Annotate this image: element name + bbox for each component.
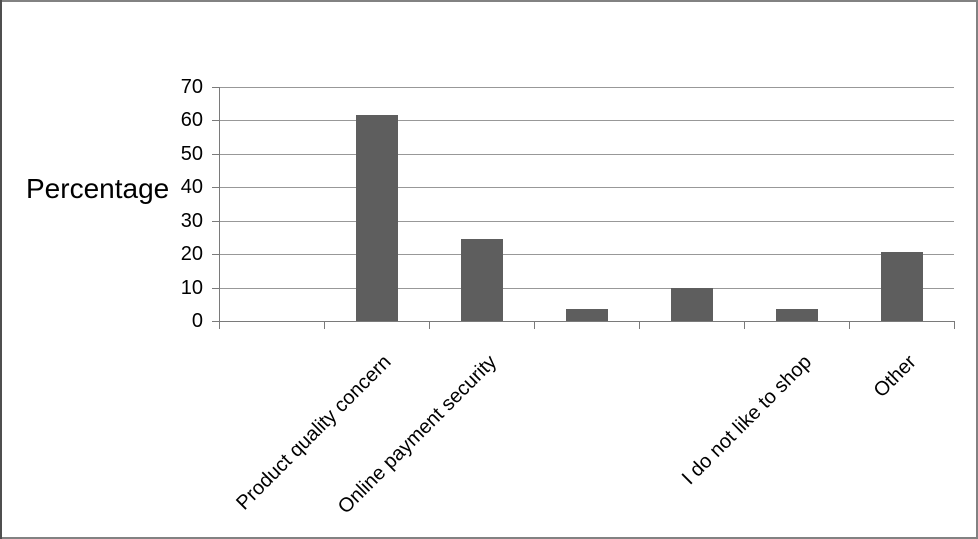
y-tick-mark-50 <box>212 153 219 155</box>
bar-empty <box>671 288 713 321</box>
gridline-y-70 <box>219 87 954 88</box>
y-tick-label-0: 0 <box>191 310 203 332</box>
gridline-y-20 <box>219 254 954 256</box>
x-axis-label-other: Other <box>870 351 922 402</box>
frame-border-right <box>976 0 978 539</box>
gridline-y-40 <box>219 187 954 189</box>
x-axis-label-i-do-not-like-to-shop: I do not like to shop <box>677 351 817 490</box>
y-tick-mark-40 <box>212 187 219 189</box>
x-tick-mark-2 <box>429 322 430 329</box>
y-tick-mark-60 <box>212 120 219 122</box>
gridline-y-10 <box>219 287 954 289</box>
bar-i-do-not-like-to-shop <box>776 309 818 321</box>
y-tick-mark-30 <box>212 220 219 222</box>
y-axis-title: Percentage <box>26 173 170 204</box>
y-tick-label-10: 10 <box>180 276 203 299</box>
y-tick-mark-0 <box>212 321 219 322</box>
y-tick-mark-20 <box>212 254 219 256</box>
y-tick-label-20: 20 <box>180 243 203 266</box>
x-axis-line <box>219 321 955 322</box>
x-tick-mark-4 <box>639 322 640 329</box>
x-tick-mark-0 <box>219 322 220 329</box>
bar-online-payment-security <box>461 239 503 321</box>
x-tick-mark-1 <box>324 322 325 329</box>
bar-empty <box>566 309 608 321</box>
x-tick-mark-3 <box>534 322 535 329</box>
y-tick-label-40: 40 <box>180 176 203 199</box>
x-tick-mark-7 <box>954 322 955 329</box>
gridline-y-50 <box>219 153 954 155</box>
x-tick-mark-5 <box>744 322 745 329</box>
y-tick-label-70: 70 <box>180 76 203 98</box>
y-tick-label-30: 30 <box>180 209 203 232</box>
y-tick-mark-70 <box>212 87 219 88</box>
gridline-y-60 <box>219 120 954 122</box>
y-tick-mark-10 <box>212 287 219 289</box>
bar-product-quality-concern <box>356 115 398 321</box>
x-tick-mark-6 <box>849 322 850 329</box>
frame-border-left <box>0 0 2 539</box>
gridline-y-30 <box>219 220 954 222</box>
y-tick-label-60: 60 <box>180 109 203 132</box>
bar-other <box>881 252 923 321</box>
y-axis-line <box>219 87 220 321</box>
frame-border-top <box>0 0 978 2</box>
y-tick-label-50: 50 <box>180 142 203 165</box>
frame-border-bottom <box>0 537 978 539</box>
